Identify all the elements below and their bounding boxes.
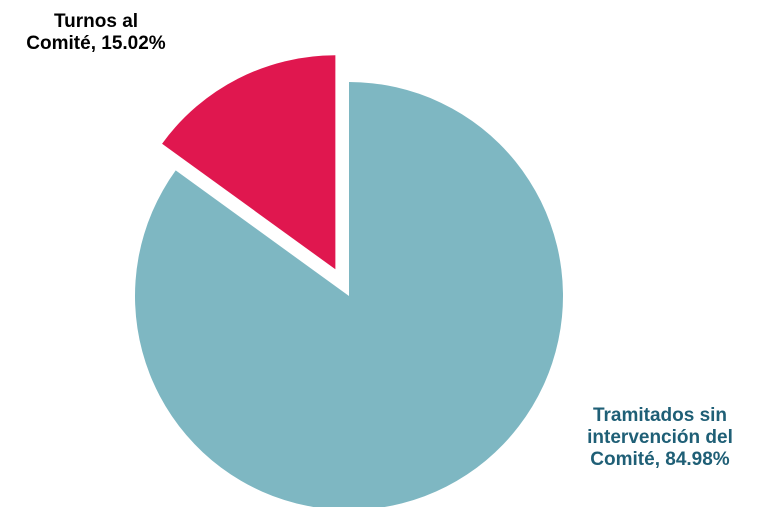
slice-label-1-line-2: Comité, 15.02% xyxy=(26,33,165,54)
pie-slices xyxy=(135,55,563,507)
slice-labels: Turnos al Comité, 15.02% Tramitados sin int… xyxy=(26,11,733,470)
slice-label-2-line-3: Comité, 84.98% xyxy=(590,449,729,470)
slice-label-1: Turnos al Comité, 15.02% xyxy=(26,11,165,54)
pie-slice-2 xyxy=(135,82,563,507)
slice-label-2: Tramitados sin intervención del Comité, 84… xyxy=(587,405,733,470)
slice-label-1-line-1: Turnos al xyxy=(54,11,138,32)
pie-slice-1 xyxy=(162,55,336,270)
slice-label-2-line-2: intervención del xyxy=(587,427,733,448)
slice-label-2-line-1: Tramitados sin xyxy=(593,405,727,426)
